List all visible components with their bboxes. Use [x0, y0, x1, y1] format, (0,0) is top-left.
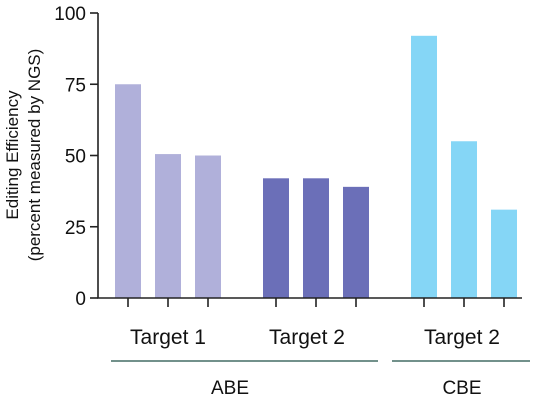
y-axis-label-line-1: Editing Efficiency	[3, 90, 22, 220]
y-axis-ticks: 0 25 50 75 100	[54, 4, 98, 310]
y-tick-label-0: 0	[75, 289, 86, 310]
editor-label-abe: ABE	[211, 378, 249, 399]
y-tick-label-4: 100	[54, 4, 86, 25]
bar-abe-5	[303, 178, 329, 298]
bar-abe-3	[195, 155, 221, 298]
axes	[97, 13, 522, 299]
bar-cbe-8	[451, 141, 477, 298]
bar-abe-1	[115, 84, 141, 298]
y-tick-label-1: 25	[65, 218, 86, 239]
bar-cbe-9	[491, 209, 517, 298]
y-axis-label: Editing Efficiency (percent measured by …	[3, 49, 44, 262]
bar-abe-2	[155, 154, 181, 298]
bar-abe-4	[263, 178, 289, 298]
editor-labels: ABE CBE	[211, 378, 482, 399]
y-tick-label-3: 75	[65, 75, 86, 96]
target-labels: Target 1 Target 2 Target 2	[130, 326, 500, 349]
y-axis-label-line-2: (percent measured by NGS)	[25, 49, 44, 262]
bar-abe-6	[343, 186, 369, 298]
x-axis-ticks	[127, 298, 505, 307]
target-label-3: Target 2	[424, 326, 500, 349]
bars	[115, 35, 517, 299]
target-label-1: Target 1	[130, 326, 206, 349]
editor-label-cbe: CBE	[442, 378, 481, 399]
bar-cbe-7	[411, 35, 437, 299]
target-label-2: Target 2	[269, 326, 345, 349]
y-tick-label-2: 50	[65, 147, 86, 168]
